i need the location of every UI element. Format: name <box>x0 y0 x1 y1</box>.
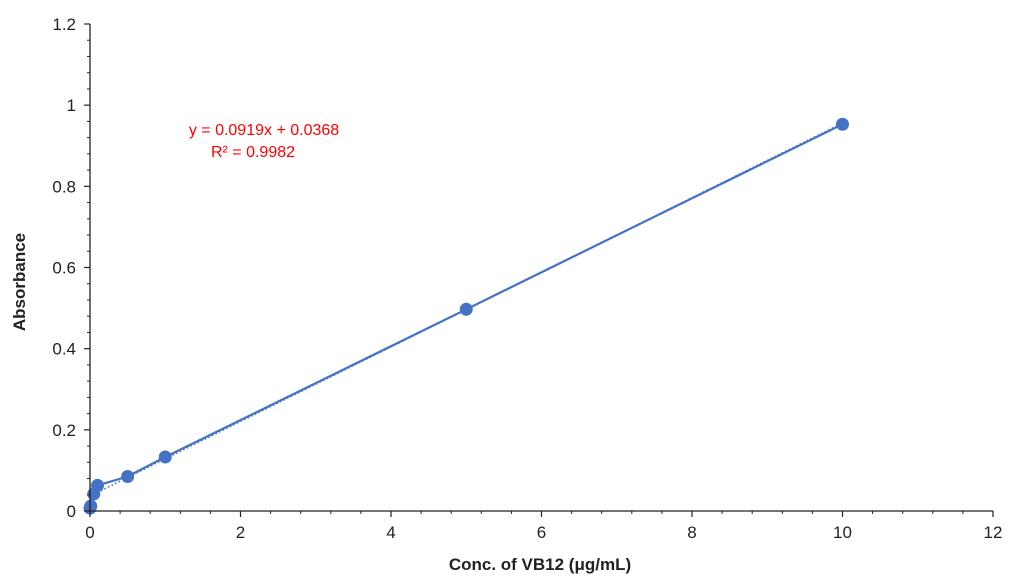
regression-equation: y = 0.0919x + 0.0368 <box>189 122 339 139</box>
y-tick-label: 0.6 <box>52 259 76 278</box>
data-point <box>459 302 473 316</box>
y-axis-title: Absorbance <box>10 233 29 331</box>
x-tick-label: 6 <box>537 523 546 542</box>
r-squared-label: R² = 0.9982 <box>211 144 295 161</box>
y-tick-label: 1 <box>67 96 76 115</box>
series-layer <box>83 117 849 515</box>
y-tick-label: 0.2 <box>52 421 76 440</box>
x-axis-title: Conc. of VB12 (μg/mL) <box>449 555 631 574</box>
axes <box>84 23 994 517</box>
x-tick-label: 12 <box>984 523 1003 542</box>
x-tick-label: 0 <box>85 523 94 542</box>
y-tick-label: 0.4 <box>52 340 76 359</box>
data-point <box>158 450 172 464</box>
x-tick-label: 8 <box>687 523 696 542</box>
y-tick-label: 1.2 <box>52 15 76 34</box>
y-tick-labels: 0 0.2 0.4 0.6 0.8 1 1.2 <box>52 15 76 521</box>
x-tick-labels: 0 2 4 6 8 10 12 <box>85 523 1002 542</box>
x-tick-label: 10 <box>833 523 852 542</box>
y-tick-label: 0 <box>67 502 76 521</box>
data-point <box>836 117 849 131</box>
y-tick-label: 0.8 <box>52 177 76 196</box>
data-point <box>91 478 105 492</box>
x-tick-label: 4 <box>386 523 395 542</box>
x-tick-label: 2 <box>236 523 245 542</box>
data-point <box>121 470 135 484</box>
data-point <box>84 499 98 513</box>
series-line <box>88 123 843 509</box>
